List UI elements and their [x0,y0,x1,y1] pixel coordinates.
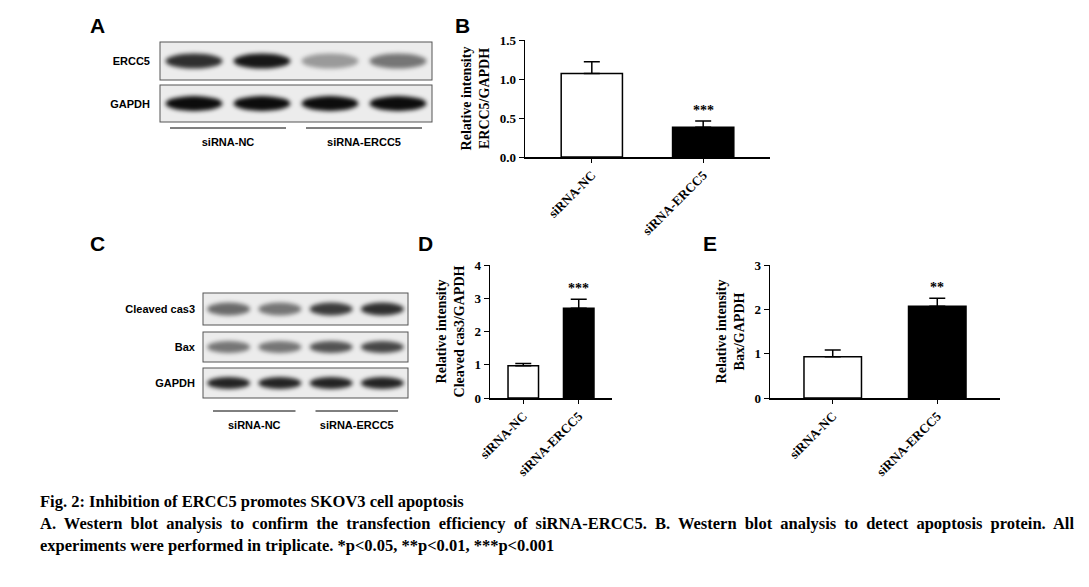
svg-text:1.0: 1.0 [500,72,516,87]
svg-text:1.5: 1.5 [500,33,517,48]
svg-text:GAPDH: GAPDH [155,377,195,389]
svg-text:0: 0 [474,391,481,406]
svg-text:***: *** [568,281,589,296]
svg-text:ERCC5: ERCC5 [113,55,150,67]
html-text:D: D [418,232,434,255]
svg-text:siRNA-NC: siRNA-NC [786,409,839,462]
svg-text:siRNA-ERCC5: siRNA-ERCC5 [515,408,586,479]
html-text:E: E [703,232,717,255]
svg-text:2: 2 [754,302,761,317]
html-text:Fig. 2: Inhibition of ERCC5 pr: Fig. 2: Inhibition of ERCC5 promotes SKO… [40,492,464,511]
svg-text:1: 1 [754,346,761,361]
svg-text:**: ** [930,280,944,295]
svg-text:3: 3 [754,258,761,273]
svg-text:4: 4 [474,258,481,273]
svg-text:siRNA-NC: siRNA-NC [202,136,255,148]
svg-text:***: *** [693,103,714,118]
svg-text:2: 2 [474,324,481,339]
svg-text:Relative intensityCleaved cas3: Relative intensityCleaved cas3/GAPDH [434,265,467,397]
svg-text:Relative intensityBax/GAPDH: Relative intensityBax/GAPDH [714,280,747,384]
svg-text:0.0: 0.0 [500,150,516,165]
svg-text:3: 3 [474,291,481,306]
svg-text:siRNA-ERCC5: siRNA-ERCC5 [320,419,394,431]
svg-text:0: 0 [754,391,761,406]
html-text:A: A [90,14,106,37]
svg-text:siRNA-ERCC5: siRNA-ERCC5 [640,167,711,238]
svg-text:Relative intensityERCC5/GAPDH: Relative intensityERCC5/GAPDH [459,47,492,151]
svg-text:siRNA-NC: siRNA-NC [546,168,599,221]
svg-text:1: 1 [474,357,481,372]
svg-text:siRNA-NC: siRNA-NC [477,409,530,462]
svg-text:siRNA-ERCC5: siRNA-ERCC5 [327,136,401,148]
svg-text:siRNA-ERCC5: siRNA-ERCC5 [874,408,945,479]
svg-text:Bax: Bax [175,341,196,353]
svg-text:0.5: 0.5 [500,111,517,126]
html-text:A. Western blot analysis to co: A. Western blot analysis to confirm the … [40,514,1074,555]
html-text:B: B [455,14,471,37]
svg-text:siRNA-NC: siRNA-NC [228,419,281,431]
svg-text:GAPDH: GAPDH [110,98,150,110]
html-text:C: C [90,232,106,255]
svg-text:Cleaved cas3: Cleaved cas3 [125,303,195,315]
